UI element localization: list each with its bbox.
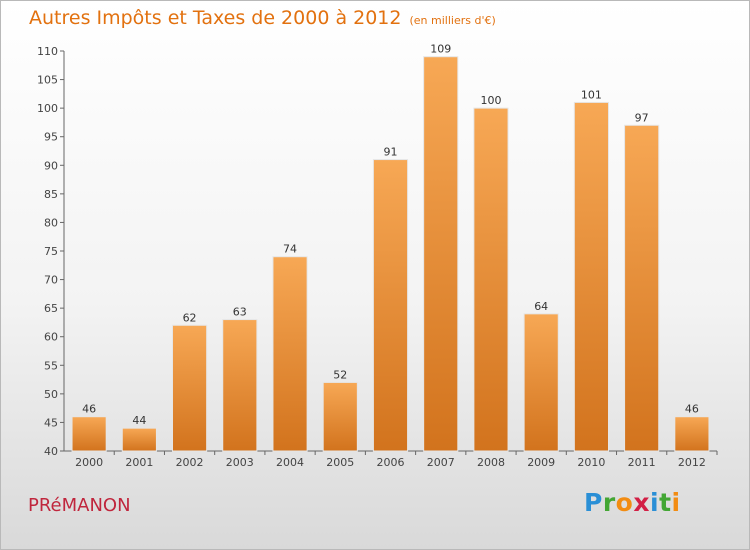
bar-2004 (272, 256, 308, 452)
commune-name: PRéMANON (28, 495, 131, 516)
value-label-2010: 101 (581, 88, 602, 101)
y-tick-label: 70 (44, 274, 58, 287)
logo-letter: P (584, 488, 603, 517)
y-tick-label: 90 (44, 159, 58, 172)
bar-2001 (121, 427, 157, 452)
x-tick-label-2005: 2005 (326, 456, 354, 469)
y-tick-label: 95 (44, 131, 58, 144)
title-row: Autres Impôts et Taxes de 2000 à 2012 (en… (29, 7, 496, 29)
bar-2006 (372, 159, 409, 452)
x-tick-label-2011: 2011 (628, 456, 656, 469)
value-label-2000: 46 (82, 403, 96, 416)
logo-letter: t (659, 488, 672, 517)
bar-2003 (222, 319, 258, 452)
logo-letter: i (671, 488, 681, 517)
chart-unit: (en milliers d'€) (409, 14, 496, 27)
x-tick-label-2002: 2002 (176, 456, 204, 469)
x-tick-label-2008: 2008 (477, 456, 505, 469)
y-tick-label: 110 (37, 45, 58, 58)
y-tick-label: 65 (44, 302, 58, 315)
proxiti-logo: Proxiti (584, 488, 681, 517)
x-tick-label-2001: 2001 (125, 456, 153, 469)
bar-2007 (423, 56, 459, 452)
bars (71, 56, 710, 452)
bar-2010 (573, 101, 610, 452)
y-tick-label: 100 (37, 102, 58, 115)
value-label-2009: 64 (534, 300, 548, 313)
x-tick-label-2003: 2003 (226, 456, 254, 469)
bar-2005 (322, 381, 358, 452)
x-tick-label-2010: 2010 (577, 456, 605, 469)
logo-letter: r (602, 488, 616, 517)
x-tick-label-2000: 2000 (75, 456, 103, 469)
logo-letter: o (615, 488, 634, 517)
y-tick-label: 60 (44, 331, 58, 344)
bar-2008 (473, 107, 509, 452)
value-label-2003: 63 (233, 306, 247, 319)
labels: 46 2000 44 2001 62 2002 63 2003 74 2004 52 2005 91 20… (75, 43, 706, 469)
x-tick-label-2012: 2012 (678, 456, 706, 469)
x-tick-label-2004: 2004 (276, 456, 304, 469)
value-label-2006: 91 (384, 146, 398, 159)
value-label-2005: 52 (333, 368, 347, 381)
bar-2011 (624, 124, 660, 452)
x-tick-label-2006: 2006 (377, 456, 405, 469)
bar-2012 (674, 416, 710, 452)
x-tick-label-2007: 2007 (427, 456, 455, 469)
value-label-2011: 97 (635, 111, 649, 124)
value-label-2002: 62 (183, 311, 197, 324)
y-tick-label: 85 (44, 188, 58, 201)
y-tick-label: 75 (44, 245, 58, 258)
bar-2009 (523, 313, 559, 452)
value-label-2008: 100 (480, 94, 501, 107)
bar-2000 (71, 416, 107, 452)
y-tick-label: 50 (44, 388, 58, 401)
chart-title: Autres Impôts et Taxes de 2000 à 2012 (29, 7, 402, 29)
y-tick-label: 105 (37, 74, 58, 87)
y-tick-label: 80 (44, 216, 58, 229)
y-tick-label: 45 (44, 416, 58, 429)
logo-letter: x (633, 488, 650, 517)
value-label-2001: 44 (132, 414, 146, 427)
value-label-2007: 109 (430, 43, 451, 56)
value-label-2004: 74 (283, 243, 297, 256)
x-tick-label-2009: 2009 (527, 456, 555, 469)
bar-2002 (171, 324, 208, 452)
y-tick-label: 55 (44, 359, 58, 372)
value-label-2012: 46 (685, 403, 699, 416)
logo-letter: i (650, 488, 660, 517)
y-tick-label: 40 (44, 445, 58, 458)
